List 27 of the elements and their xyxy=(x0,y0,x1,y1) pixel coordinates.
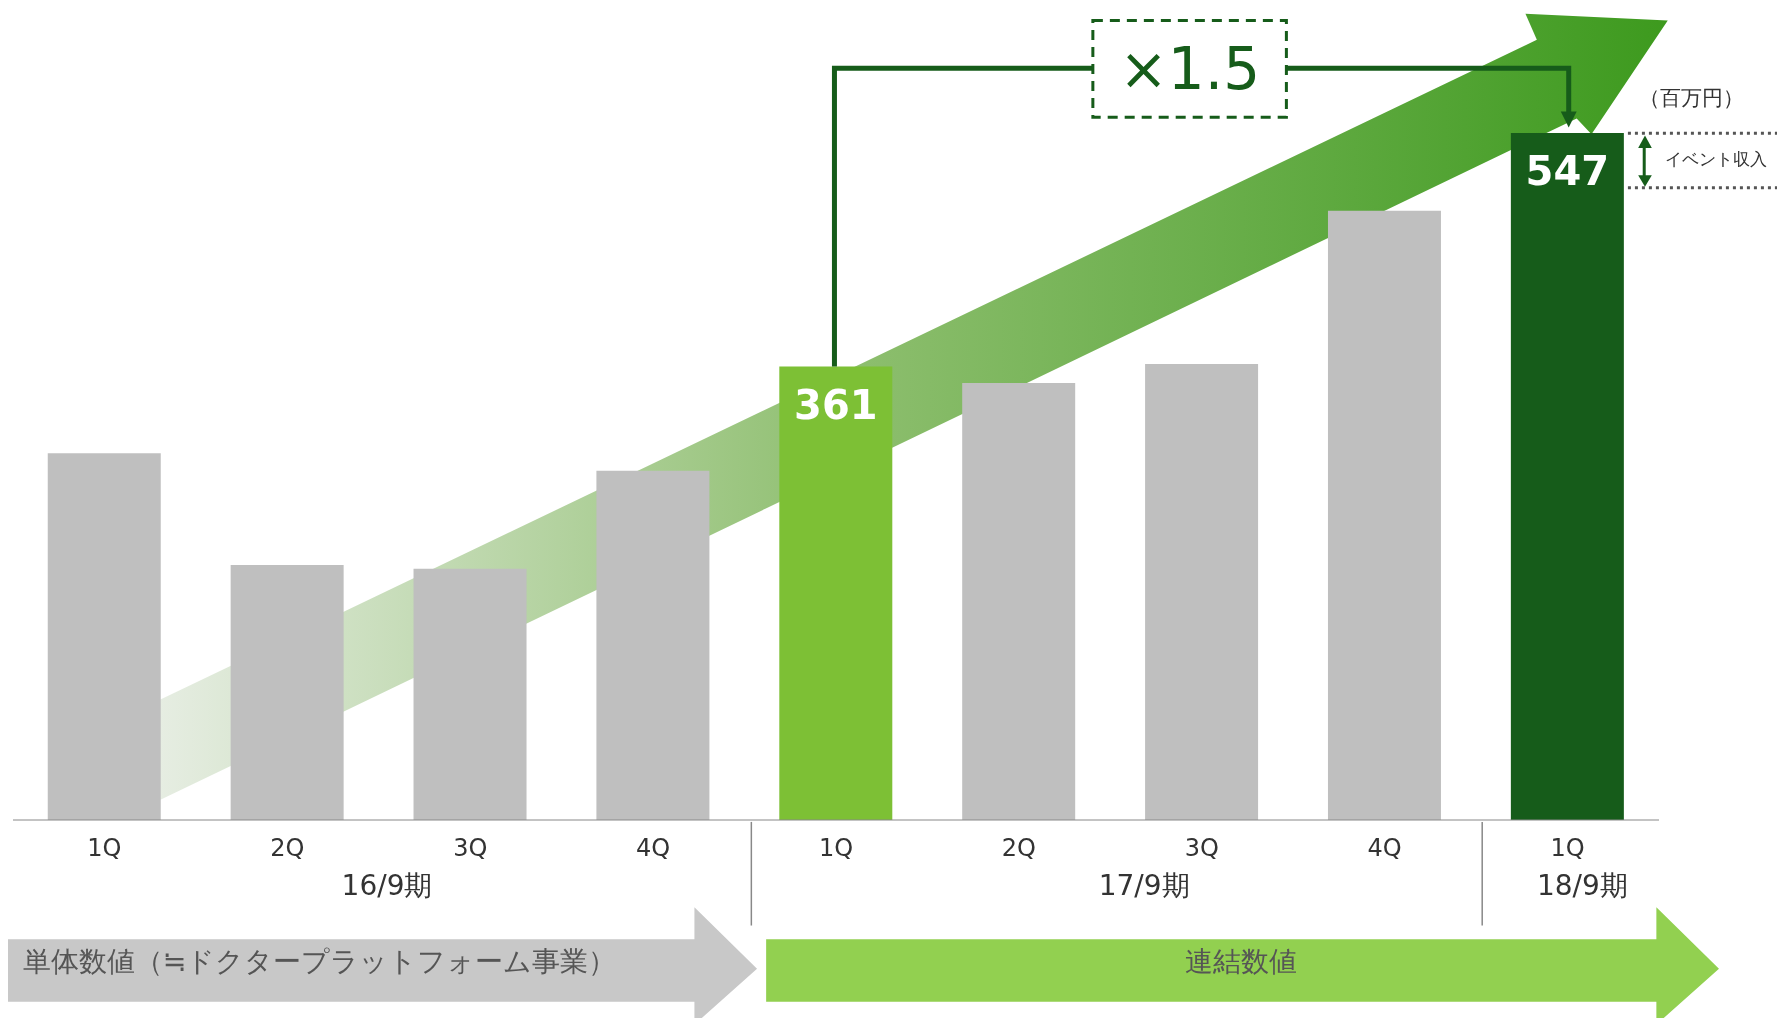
bar xyxy=(596,470,710,820)
text: イベント収入 xyxy=(1665,149,1768,170)
bar xyxy=(962,382,1076,820)
text: （百万円） xyxy=(1639,85,1745,110)
text: ×1.5 xyxy=(1118,33,1262,105)
bar xyxy=(230,565,344,820)
x-tick-label: 2Q xyxy=(1001,834,1036,862)
text: 連結数値 xyxy=(1183,945,1298,979)
x-tick-label: 2Q xyxy=(270,834,305,862)
text: 単体数値（≒ドクタープラットフォーム事業） xyxy=(22,945,617,979)
bar xyxy=(47,453,161,820)
bar xyxy=(413,568,527,820)
data-label: 547 xyxy=(1525,148,1610,194)
x-tick-label: 3Q xyxy=(453,834,488,862)
x-tick-label: 1Q xyxy=(818,834,854,862)
text: 18/9期 xyxy=(1535,868,1629,902)
text: 17/9期 xyxy=(1097,868,1191,902)
x-tick-label: 1Q xyxy=(1550,834,1585,862)
x-tick-label: 4Q xyxy=(1367,834,1402,862)
data-label: 361 xyxy=(794,381,878,428)
x-tick-label: 4Q xyxy=(636,834,671,862)
x-tick-label: 3Q xyxy=(1184,834,1219,862)
x-tick-label: 1Q xyxy=(87,834,122,862)
bar xyxy=(1510,133,1624,820)
bar xyxy=(1327,210,1441,820)
bar xyxy=(1145,364,1259,820)
text: 16/9期 xyxy=(340,868,434,902)
